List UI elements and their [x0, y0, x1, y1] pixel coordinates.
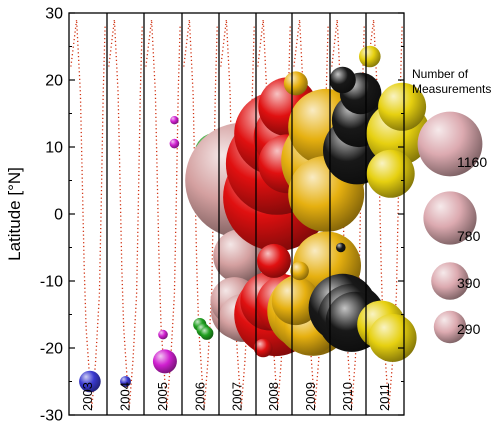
bubble-2011 [359, 45, 381, 68]
bubble-2011 [366, 149, 415, 198]
y-tick-label: -20 [40, 341, 63, 358]
seasonal-track [70, 19, 106, 409]
bubble-2008 [257, 243, 291, 278]
year-label: 2003 [80, 382, 95, 411]
bubble-2010 [329, 66, 356, 94]
bubble-2008 [253, 338, 273, 358]
bubble-2010 [336, 242, 346, 253]
legend-bubble [423, 191, 477, 245]
year-label: 2008 [266, 382, 281, 411]
year-label: 2010 [340, 382, 355, 411]
year-labels: 2003 2004 2005 2006 2007 2008 2009 2010 2011 [80, 382, 392, 411]
bubble-2005 [169, 138, 180, 149]
legend: Number of Measurements 1160 780 390 290 [412, 67, 491, 344]
year-label: 2009 [303, 382, 318, 411]
bubble-2006 [200, 326, 214, 340]
bubble-2009 [271, 277, 320, 326]
y-axis-title: Latitude [°N] [5, 167, 24, 261]
y-tick-label: 10 [45, 140, 63, 157]
legend-title-line1: Number of [412, 67, 469, 81]
y-tick-label: -10 [40, 274, 63, 291]
bubbles [79, 45, 431, 393]
legend-label: 390 [457, 275, 481, 291]
y-tick-label: 0 [54, 207, 63, 224]
legend-label: 780 [457, 228, 481, 244]
seasonal-track [108, 19, 143, 409]
year-label: 2006 [193, 382, 208, 411]
legend-label: 1160 [457, 154, 487, 170]
y-tick-label: -30 [40, 408, 63, 425]
bubble-2005 [152, 349, 177, 374]
legend-bubble [417, 111, 483, 177]
year-label: 2005 [155, 382, 170, 411]
bubble-2011 [368, 313, 417, 362]
bubble-2009 [283, 71, 308, 96]
y-tick-label: 20 [45, 73, 63, 90]
year-label: 2004 [118, 382, 133, 411]
legend-bubble [433, 310, 467, 344]
y-axis: -30 -20 -10 0 10 20 30 [40, 6, 404, 425]
bubble-2011 [378, 82, 427, 131]
bubble-2005 [158, 329, 168, 340]
bubble-2009 [290, 261, 309, 281]
legend-title-line2: Measurements [412, 82, 491, 96]
year-label: 2011 [377, 383, 392, 411]
bubble-2005 [170, 116, 179, 125]
year-label: 2007 [230, 382, 245, 411]
y-tick-label: 30 [45, 6, 63, 23]
legend-label: 290 [457, 321, 481, 337]
bubble-2003 [79, 370, 101, 393]
bubble-2004 [120, 376, 131, 387]
legend-bubble [431, 262, 469, 300]
